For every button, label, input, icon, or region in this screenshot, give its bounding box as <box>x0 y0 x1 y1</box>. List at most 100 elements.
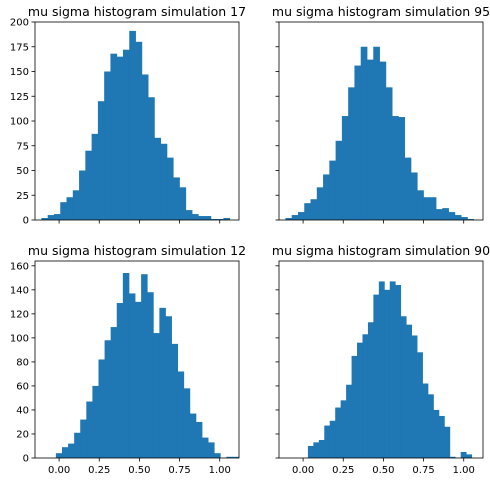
histogram-bar <box>135 41 143 220</box>
histogram-bar <box>116 303 124 458</box>
histogram-bar <box>171 343 179 458</box>
histogram-bar <box>323 174 330 220</box>
x-tick-label: 0.50 <box>128 465 150 476</box>
y-tick-label: 125 <box>10 92 29 103</box>
histogram-bar <box>310 199 318 220</box>
histogram-bar <box>366 59 374 221</box>
histogram-bar <box>411 335 418 458</box>
histogram-bar <box>189 413 197 458</box>
histogram-bar <box>86 401 93 458</box>
histogram-bar <box>122 49 130 220</box>
x-tick-label: 0.25 <box>332 465 354 476</box>
histogram-bar <box>348 87 355 220</box>
x-tick-label: 0.00 <box>292 465 314 476</box>
y-tick-label: 120 <box>10 309 29 320</box>
histogram-bar <box>316 187 324 220</box>
histogram-bar <box>104 340 112 458</box>
histogram-bar <box>232 456 239 458</box>
histogram-bar <box>154 137 162 220</box>
histogram-bar <box>116 56 124 221</box>
histogram-bar <box>351 355 358 458</box>
histogram-bar <box>68 443 75 458</box>
histogram-bar <box>61 447 69 458</box>
chart-title: mu sigma histogram simulation 90 <box>272 243 490 258</box>
histogram-bar <box>438 415 445 458</box>
y-tick-label: 0 <box>23 454 29 465</box>
histogram-bar <box>304 203 311 220</box>
histogram-bar <box>454 215 462 220</box>
histogram-bar <box>92 385 99 458</box>
plot-frame <box>278 260 484 459</box>
chart-title: mu sigma histogram simulation 95 <box>272 4 490 19</box>
histogram-bar <box>98 359 105 458</box>
histogram-bar <box>128 293 136 458</box>
histogram-bar <box>340 400 347 458</box>
histogram-bar <box>159 307 166 458</box>
histogram-bar <box>165 316 172 458</box>
histogram-bar <box>185 210 193 220</box>
histogram-bar <box>449 456 456 458</box>
histogram-bar <box>226 456 233 458</box>
histogram-bar <box>41 218 49 220</box>
x-tick-label: 1.00 <box>453 465 475 476</box>
histogram-panel-2: mu sigma histogram simulation 95 <box>272 4 490 224</box>
histogram-bar <box>192 214 199 220</box>
histogram-bar <box>378 281 385 458</box>
histogram-bar <box>367 322 374 458</box>
histogram-bar <box>461 217 468 220</box>
histogram-bar <box>141 74 149 220</box>
histogram-bar <box>389 281 396 458</box>
histogram-bar <box>385 87 393 220</box>
histogram-bar <box>160 143 168 220</box>
histogram-bar <box>423 197 431 220</box>
x-tick-label: 0.75 <box>412 465 434 476</box>
histogram-bar <box>195 421 203 458</box>
histogram-bar <box>210 219 218 220</box>
histogram-bar <box>354 65 362 220</box>
histogram-bar <box>97 101 105 220</box>
histogram-bar <box>122 273 130 458</box>
histogram-panel-3: mu sigma histogram simulation 12 0.00 0.25… <box>10 243 246 476</box>
histogram-bar <box>360 46 368 220</box>
histogram-bar <box>324 425 331 458</box>
histogram-bar <box>357 342 363 458</box>
histogram-bar <box>460 451 467 458</box>
histogram-bar <box>297 212 305 220</box>
x-tick-label: 0.00 <box>48 465 70 476</box>
histogram-bar <box>79 170 86 220</box>
histogram-bar <box>66 197 74 220</box>
histogram-bar <box>444 426 451 458</box>
histogram-bar <box>379 61 387 220</box>
histogram-bar <box>173 177 180 220</box>
histogram-bar <box>417 190 424 220</box>
histogram-bar <box>335 407 342 458</box>
histogram-bar <box>433 409 440 458</box>
histogram-bar <box>307 445 314 458</box>
histogram-bar <box>147 292 154 458</box>
histogram-bar <box>80 419 87 458</box>
histogram-bar <box>341 116 349 220</box>
x-tick-label: 0.75 <box>168 465 190 476</box>
histogram-bar <box>47 215 55 220</box>
histogram-bar <box>448 212 456 220</box>
histogram-bar <box>214 453 221 458</box>
histogram-bar <box>373 46 380 220</box>
histogram-bar <box>166 157 174 220</box>
histogram-bar <box>466 454 473 458</box>
histogram-bar <box>404 157 412 220</box>
histogram-bar <box>329 160 337 220</box>
histogram-bar <box>223 218 231 220</box>
histogram-bar <box>72 190 80 220</box>
x-tick-label: 0.50 <box>372 465 394 476</box>
y-tick-label: 100 <box>10 117 29 128</box>
histogram-bar <box>373 294 380 458</box>
histogram-bar <box>395 285 402 458</box>
histogram-bar <box>110 53 118 221</box>
histogram-bar <box>329 420 336 458</box>
histogram-bar <box>104 71 111 220</box>
chart-title: mu sigma histogram simulation 17 <box>28 4 246 19</box>
histogram-bar <box>400 316 407 458</box>
histogram-bar <box>442 208 449 220</box>
histogram-bar <box>410 172 418 220</box>
